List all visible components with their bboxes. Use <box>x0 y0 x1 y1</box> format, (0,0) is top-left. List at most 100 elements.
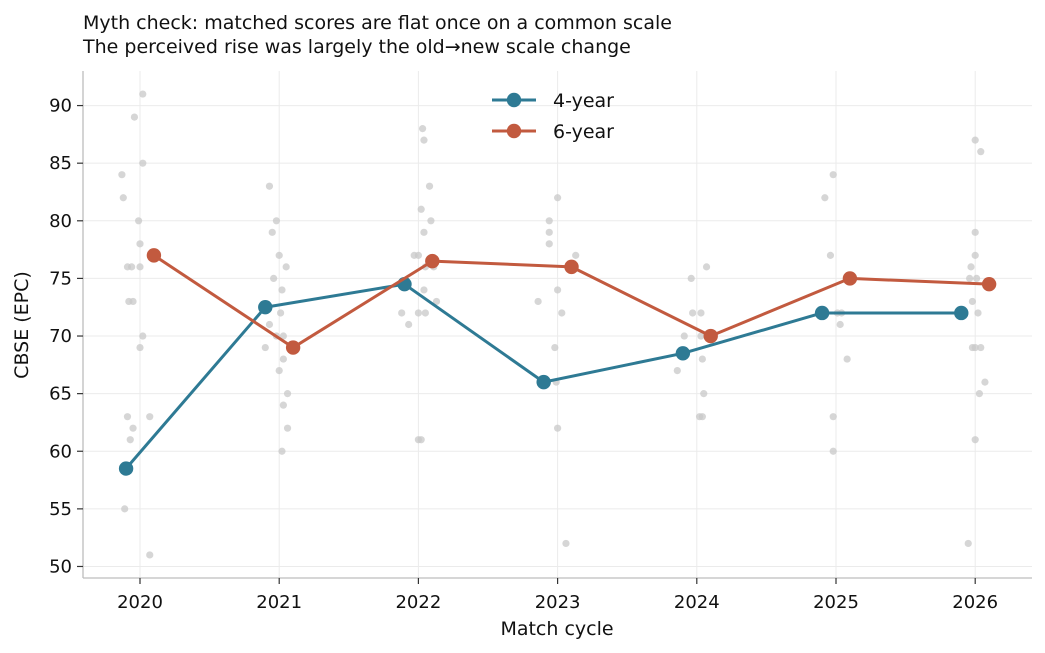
scatter-point <box>689 309 697 317</box>
y-tick-label: 75 <box>49 268 72 289</box>
scatter-point <box>129 424 137 432</box>
chart-text: Myth check: matched scores are flat once… <box>11 12 672 640</box>
scatter-point <box>278 286 286 294</box>
y-tick-label: 90 <box>49 96 72 117</box>
x-tick-label: 2026 <box>952 592 998 613</box>
scatter-point <box>139 159 147 167</box>
scatter-point <box>971 251 979 259</box>
legend-marker-4-year <box>506 92 522 108</box>
scatter-point <box>129 297 137 306</box>
scatter-point <box>272 217 281 225</box>
scatter-point <box>276 309 285 317</box>
scatter-point <box>425 182 434 190</box>
x-tick-label: 2022 <box>395 592 441 613</box>
series-point-4-year <box>675 346 691 361</box>
scatter-point <box>414 251 422 259</box>
scatter-point <box>146 413 154 421</box>
scatter-point <box>418 125 427 133</box>
scatter-point <box>971 136 979 144</box>
series-point-6-year <box>146 248 162 263</box>
scatter-point <box>964 539 972 548</box>
scatter-point <box>130 113 139 121</box>
scatter-point <box>698 413 706 421</box>
series-point-6-year <box>703 328 718 344</box>
chart-title: Myth check: matched scores are flat once… <box>83 12 672 34</box>
scatter-point <box>261 343 269 352</box>
scatter-point <box>279 401 287 409</box>
scatter-point <box>972 274 981 283</box>
y-axis-label: CBSE (EPC) <box>11 271 33 379</box>
scatter-point <box>414 309 422 317</box>
y-tick-label: 65 <box>49 384 72 405</box>
scatter-point <box>558 309 566 317</box>
series-point-6-year <box>842 271 858 286</box>
scatter-point <box>673 366 681 375</box>
scatter-point <box>283 390 292 398</box>
scatter-point <box>545 228 553 236</box>
scatter-point <box>427 217 435 225</box>
scatter-point <box>275 251 283 259</box>
series-point-4-year <box>536 374 551 390</box>
scatter-point <box>836 320 844 329</box>
scatter-point <box>139 90 147 98</box>
series-point-4-year <box>954 305 969 321</box>
scatter-point <box>981 378 989 386</box>
scatter-point <box>554 194 562 202</box>
scatter-point <box>966 274 974 283</box>
scatter-point <box>562 539 570 548</box>
scatter-point <box>136 343 144 352</box>
scatter-point <box>121 505 129 513</box>
scatter-point <box>829 447 837 455</box>
scatter-point <box>139 332 147 340</box>
gridlines <box>83 71 1032 578</box>
y-tick-label: 55 <box>49 499 72 520</box>
scatter-point <box>545 217 553 225</box>
scatter-point <box>136 263 144 271</box>
series-point-6-year <box>425 253 440 269</box>
scatter-point <box>545 240 553 248</box>
scatter-point <box>136 240 144 248</box>
scatter-point <box>971 436 979 444</box>
series-point-4-year <box>258 300 273 315</box>
scatter-point <box>967 263 975 271</box>
scatter-point <box>698 355 706 363</box>
scatter-point <box>421 309 429 317</box>
scatter-point <box>283 424 292 432</box>
scatter-point <box>405 320 413 329</box>
y-tick-label: 70 <box>49 326 72 347</box>
series-point-6-year <box>981 276 997 292</box>
scatter-point <box>826 251 835 259</box>
scatter-point <box>420 136 428 144</box>
scatter-point <box>432 297 441 306</box>
series-point-6-year <box>564 259 579 275</box>
legend-label-6-year: 6-year <box>553 121 614 143</box>
x-axis-label: Match cycle <box>500 618 613 640</box>
scatter-point <box>398 309 406 317</box>
y-tick-label: 85 <box>49 153 72 174</box>
x-tick-label: 2025 <box>813 592 859 613</box>
scatter-point <box>821 194 829 202</box>
scatter-point <box>118 171 126 179</box>
scatter-point <box>971 343 979 352</box>
series-point-4-year <box>118 461 134 476</box>
scatter-point <box>282 263 290 271</box>
x-tick-label: 2021 <box>256 592 302 613</box>
scatter-point <box>279 332 287 340</box>
scatter-point <box>275 366 283 375</box>
scatter-point <box>697 309 705 317</box>
scatter-point <box>700 390 708 398</box>
chart-subtitle: The perceived rise was largely the old→n… <box>82 36 631 58</box>
scatter-point <box>417 436 425 444</box>
legend: 4-year 6-year <box>492 90 614 143</box>
scatter-point <box>119 194 127 202</box>
series-point-6-year <box>285 340 301 355</box>
scatter-point <box>420 286 428 294</box>
scatter-point <box>977 148 985 156</box>
axes: 50 55 60 65 70 75 80 85 90 2020 2021 2022 2023 2024 20… <box>49 71 1032 613</box>
scatter-point <box>572 251 580 259</box>
scatter-point <box>975 390 983 398</box>
scatter-point <box>123 413 132 421</box>
scatter-point <box>702 263 711 271</box>
